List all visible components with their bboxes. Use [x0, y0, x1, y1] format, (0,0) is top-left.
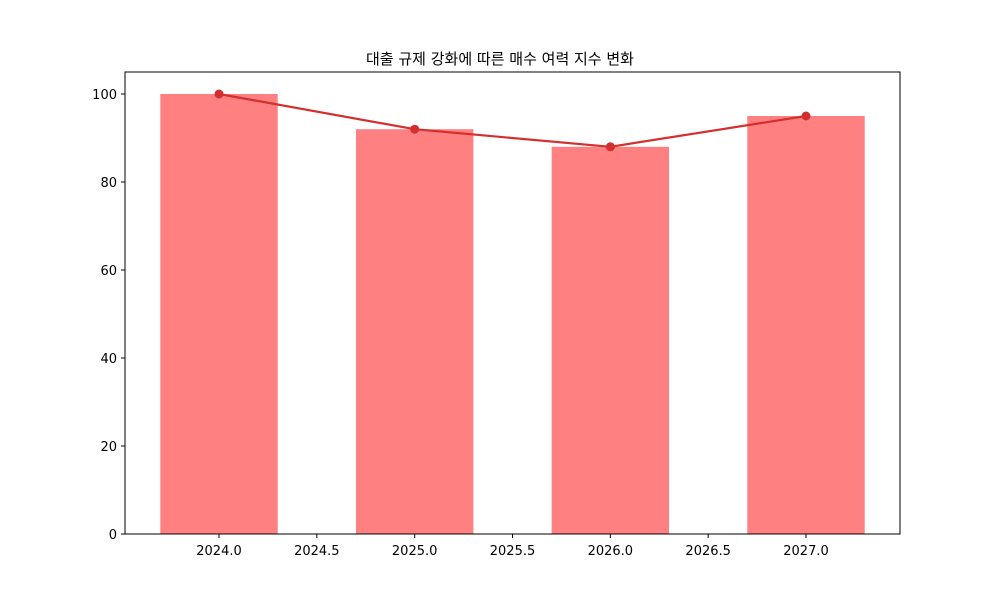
x-tick-label: 2025.0	[392, 544, 438, 559]
bar	[747, 116, 865, 534]
x-tick-label: 2024.0	[196, 544, 242, 559]
line-marker	[214, 89, 224, 99]
bar	[160, 94, 278, 534]
line-marker	[410, 124, 420, 134]
x-tick-label: 2024.5	[294, 544, 340, 559]
x-tick-label: 2025.5	[490, 544, 536, 559]
chart-title: 대출 규제 강화에 따른 매수 여력 지수 변화	[366, 50, 634, 68]
line-marker	[801, 111, 811, 121]
line-marker	[605, 142, 615, 152]
x-tick-label: 2026.0	[588, 544, 634, 559]
bar	[355, 129, 474, 534]
y-tick-label: 100	[92, 88, 117, 103]
line-series	[218, 92, 807, 148]
x-tick-label: 2027.0	[783, 544, 829, 559]
bar	[551, 146, 670, 535]
y-tick-label: 40	[100, 352, 117, 367]
y-tick-label: 60	[100, 264, 117, 279]
y-tick-label: 80	[100, 176, 117, 191]
y-tick-label: 0	[109, 528, 117, 543]
x-tick-label: 2026.5	[685, 544, 731, 559]
y-tick-label: 20	[100, 440, 117, 455]
